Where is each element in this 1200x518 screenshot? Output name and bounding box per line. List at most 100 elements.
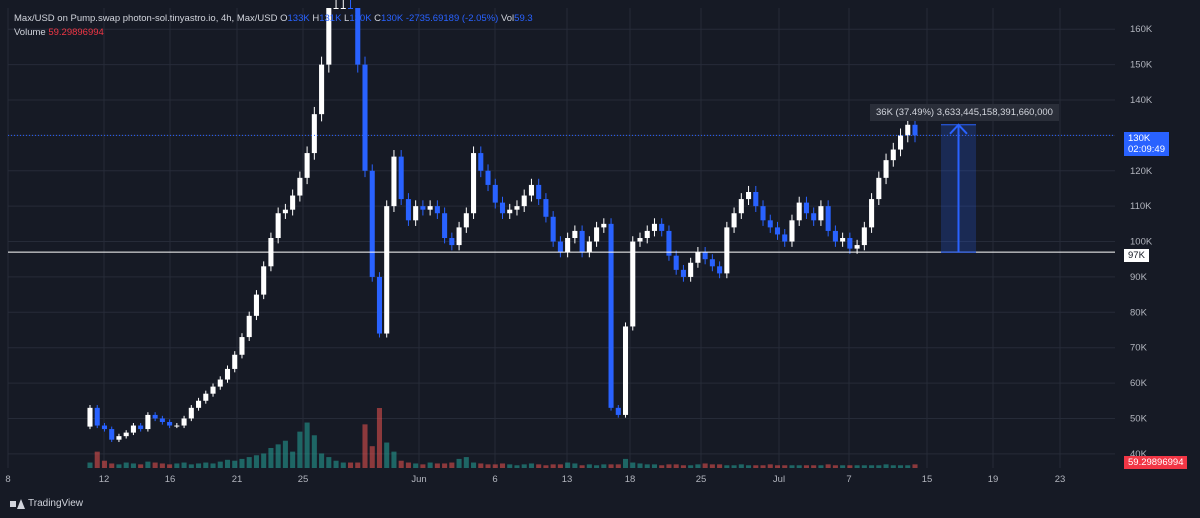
volume-bar — [847, 465, 853, 468]
candle-body — [637, 238, 643, 242]
close-label: C — [374, 13, 382, 24]
volume-bar — [818, 465, 824, 468]
candle-body — [304, 153, 310, 178]
volume-bar — [130, 463, 136, 468]
candle-body — [203, 393, 209, 401]
candle-body — [174, 425, 180, 427]
candle-body — [528, 184, 534, 196]
candle-body — [876, 177, 882, 200]
volume-bar — [499, 463, 506, 468]
volume-bar — [420, 464, 426, 468]
volume-bar — [594, 465, 600, 468]
volume-bar — [514, 465, 520, 468]
candle-body — [87, 407, 93, 427]
candle-body — [572, 230, 578, 238]
current-price: 130K — [1128, 133, 1151, 144]
candle-body — [275, 213, 281, 238]
candle-body — [282, 209, 288, 214]
volume-bar — [456, 458, 462, 468]
measure-arrow-head — [949, 123, 968, 135]
candle-body — [463, 213, 469, 228]
candle-body — [782, 234, 788, 242]
x-tick-label: 19 — [988, 474, 999, 485]
footer — [0, 489, 1200, 518]
candle-body — [811, 213, 817, 221]
x-tick-label: 12 — [99, 474, 110, 485]
x-tick-label: Jul — [773, 474, 785, 485]
volume-bar — [398, 460, 404, 468]
volume-bar — [717, 464, 723, 468]
volume-bar — [608, 464, 614, 468]
volume-bar — [680, 465, 686, 468]
candle-body — [897, 135, 904, 150]
candle-body — [738, 199, 744, 214]
candle-body — [492, 184, 498, 203]
y-tick-label: 80K — [1130, 307, 1148, 318]
candle-body — [391, 156, 397, 207]
candle-body — [138, 425, 144, 430]
candle-body — [427, 206, 433, 210]
volume-bar — [840, 465, 846, 468]
volume-header: Volume 59.29896994 — [14, 27, 104, 38]
candle-body — [717, 266, 723, 274]
volume-bar — [890, 465, 896, 468]
candle-body — [413, 206, 419, 221]
x-tick-label: 8 — [5, 474, 10, 485]
x-tick-label: 7 — [846, 474, 851, 485]
volume-bar — [109, 463, 115, 468]
volume-bar — [442, 463, 448, 468]
candle-body — [159, 418, 165, 422]
candle-body — [666, 230, 672, 256]
volume-bar — [601, 464, 607, 468]
x-tick-label: 25 — [696, 474, 707, 485]
candle-body — [789, 220, 795, 242]
candle-body — [608, 223, 614, 408]
volume-bar — [203, 462, 209, 468]
candle-body — [840, 238, 846, 242]
volume-bar — [311, 435, 317, 468]
candle-body — [167, 422, 173, 426]
candle-body — [796, 202, 802, 221]
candle-body — [854, 245, 860, 249]
volume-bar — [572, 463, 578, 468]
candle-body — [695, 252, 701, 263]
candle-body — [760, 206, 766, 221]
candle-body — [101, 425, 108, 430]
candle-body — [651, 223, 658, 231]
volume-bar — [630, 462, 636, 468]
brand-label: TradingView — [28, 498, 84, 509]
brand[interactable]: TradingView — [10, 498, 83, 509]
open-label: O — [280, 13, 288, 24]
volume-bar — [449, 462, 455, 468]
volume-bar — [210, 463, 216, 468]
overlays — [8, 123, 1115, 253]
volume-bar — [355, 462, 361, 468]
volume-bar — [651, 464, 658, 468]
candle-body — [825, 206, 831, 231]
volume-bar — [261, 453, 267, 468]
volume-bar — [405, 462, 411, 468]
candle-body — [832, 230, 838, 242]
candle-body — [659, 223, 665, 231]
volume-bar — [224, 459, 231, 468]
candle-body — [319, 64, 325, 115]
volume-bar — [905, 465, 911, 468]
low-value: 130K — [349, 13, 372, 24]
volume-bar — [297, 431, 303, 468]
candle-body — [145, 414, 151, 430]
candle-body — [818, 206, 824, 221]
candle-body — [861, 227, 867, 246]
candle-body — [217, 379, 223, 387]
volume-bar — [565, 462, 571, 468]
volume-tag: 59.29896994 — [1124, 456, 1188, 469]
volume-bar — [774, 465, 781, 468]
candle-body — [869, 199, 875, 228]
volume-bar — [876, 465, 882, 468]
volume-bar — [861, 465, 867, 468]
volume-bar — [376, 408, 383, 468]
volume-bar — [159, 463, 165, 468]
candle-body — [116, 436, 122, 440]
volume-bar — [123, 462, 129, 468]
volume-bar — [615, 464, 621, 468]
